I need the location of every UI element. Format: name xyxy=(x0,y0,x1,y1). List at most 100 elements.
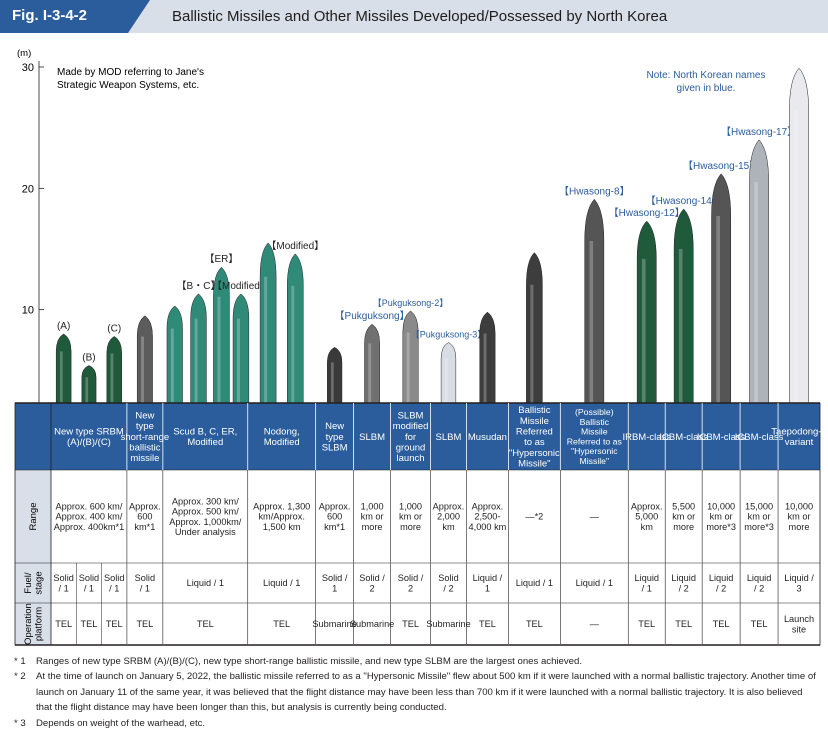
missile-label: 【Modified】 xyxy=(212,280,270,292)
footnote-mark: * 2 xyxy=(14,671,26,683)
missile-body xyxy=(479,311,496,430)
missile-17: 【Hwasong-8】 xyxy=(559,185,630,430)
platform-cell: TEL xyxy=(479,619,496,629)
missile-body xyxy=(190,293,207,430)
missile-body xyxy=(636,220,657,430)
missile-highlight xyxy=(85,377,89,425)
platform-cell: TEL xyxy=(197,619,214,629)
fuel-stage-cell: Solid/ 1 xyxy=(53,573,73,593)
fuel-stage-cell: Solid/ 1 xyxy=(104,573,124,593)
footnote-text: At the time of launch on January 5, 2022… xyxy=(36,671,816,714)
platform-cell: Submarine xyxy=(426,619,470,629)
missile-22 xyxy=(781,67,817,430)
footnote-text: Ranges of new type SRBM (A)/(B)/(C), new… xyxy=(36,656,583,667)
row-label: Fuel/stage xyxy=(23,571,45,594)
missile-label: 【Pukguksong】 xyxy=(335,310,410,322)
fuel-stage-cell: Solid/ 2 xyxy=(438,573,458,593)
fuel-stage-cell: Liquid /3 xyxy=(784,573,814,593)
missile-highlight xyxy=(530,284,534,425)
missile-body xyxy=(526,252,543,430)
column-header: Ballistic Missile Referred to as "Hypersonic… xyxy=(509,405,560,469)
range-cell: Approx. 1,300 km/Approx. 1,500 km xyxy=(253,501,310,532)
y-tick-label: 30 xyxy=(22,62,34,74)
missile-highlight xyxy=(217,296,221,425)
y-tick-label: 10 xyxy=(22,305,34,317)
missile-highlight xyxy=(170,328,174,425)
column-header: SLBM xyxy=(359,432,385,443)
range-cell: —*2 xyxy=(525,512,543,522)
range-cell: 5,500 km or more xyxy=(672,501,695,532)
missile-body xyxy=(287,253,304,430)
fuel-stage-cell: Liquid / 1 xyxy=(263,578,300,588)
missile-highlight xyxy=(264,276,268,425)
platform-cell: Submarine xyxy=(312,619,356,629)
platform-cell: TEL xyxy=(55,619,72,629)
platform-cell: TEL xyxy=(273,619,290,629)
platform-cell: TEL xyxy=(402,619,419,629)
missile-highlight xyxy=(483,333,487,425)
platform-cell: TEL xyxy=(713,619,730,629)
platform-cell: TEL xyxy=(751,619,768,629)
fuel-stage-cell: Liquid / 1 xyxy=(187,578,224,588)
column-header: SLBM modified for ground launch xyxy=(393,411,429,465)
y-axis-unit: (m) xyxy=(17,48,31,59)
range-cell: 10,000 km or more xyxy=(785,501,813,532)
missile-highlight xyxy=(141,336,144,425)
platform-cell: TEL xyxy=(675,619,692,629)
missile-19: 【Hwasong-14】 xyxy=(646,195,722,430)
footnote-mark: * 3 xyxy=(14,717,26,729)
figure-header: Fig. I-3-4-2 Ballistic Missiles and Othe… xyxy=(0,0,828,33)
platform-cell: TEL xyxy=(526,619,543,629)
fuel-stage-cell: Liquid/ 2 xyxy=(747,573,772,593)
missile-9 xyxy=(253,242,283,430)
column-header: Nodong, Modified xyxy=(264,427,300,449)
missile-body xyxy=(749,139,769,430)
platform-cell: TEL xyxy=(81,619,98,629)
fuel-stage-cell: Liquid / 1 xyxy=(576,578,613,588)
fuel-stage-cell: Liquid/ 2 xyxy=(671,573,696,593)
missile-highlight xyxy=(716,216,720,425)
fuel-stage-cell: Liquid/ 1 xyxy=(634,573,659,593)
range-cell: 1,000 km or more xyxy=(361,501,384,532)
names-note: Note: North Korean names given in blue. xyxy=(647,70,766,94)
range-cell: 10,000 km or more*3 xyxy=(706,501,736,532)
fuel-stage-cell: Liquid /1 xyxy=(473,573,503,593)
missile-label: 【Hwasong-17】 xyxy=(721,126,797,138)
missile-highlight xyxy=(236,318,241,425)
missile-body xyxy=(584,198,605,430)
range-cell: Approx. 2,000 km xyxy=(433,501,465,532)
fuel-stage-cell: Solid /1 xyxy=(322,573,348,593)
platform-cell: TEL xyxy=(106,619,123,629)
missile-18: 【Hwasong-12】 xyxy=(609,207,685,430)
missile-highlight xyxy=(194,318,198,425)
range-cell: Approx. 2,500-4,000 km xyxy=(469,501,507,532)
row-label: Operationplatform xyxy=(23,603,45,645)
column-header: ICBM-class xyxy=(659,432,708,443)
missile-body xyxy=(402,310,419,430)
range-cell: — xyxy=(590,512,600,522)
column-header: SLBM xyxy=(436,432,462,443)
missile-body xyxy=(673,208,694,430)
figure-number: Fig. I-3-4-2 xyxy=(12,7,88,24)
missile-label: 【Pukguksong-3】 xyxy=(411,329,487,339)
column-header: ICBM-class xyxy=(735,432,784,443)
range-cell: Approx. 5,000 km xyxy=(631,501,663,532)
missile-label: 【Hwasong-15】 xyxy=(683,160,759,172)
y-axis: (m) 10 20 30 xyxy=(17,48,44,431)
spec-table: Range Fuel/stage Operationplatform New type… xyxy=(14,402,827,646)
platform-cell: TEL xyxy=(136,619,153,629)
platform-cell: Launch site xyxy=(784,614,814,634)
column-header: IRBM-class xyxy=(622,432,671,443)
figure-title: Ballistic Missiles and Other Missiles De… xyxy=(172,8,668,25)
missile-label: (A) xyxy=(57,321,70,332)
footnote: * 1 Ranges of new type SRBM (A)/(B)/(C), … xyxy=(14,654,820,669)
column-header: Taepodong-2 variant xyxy=(771,427,826,449)
missile-body xyxy=(166,305,183,430)
column-header: New type SLBM xyxy=(322,421,348,453)
missile-highlight xyxy=(444,358,448,425)
column-header: ICBM-class xyxy=(697,432,746,443)
footnote: * 2 At the time of launch on January 5, 2… xyxy=(14,669,820,715)
missile-highlight xyxy=(794,110,798,425)
platform-cell: Submarine xyxy=(350,619,394,629)
source-note: Made by MOD referring to Jane's Strategic… xyxy=(57,67,204,91)
